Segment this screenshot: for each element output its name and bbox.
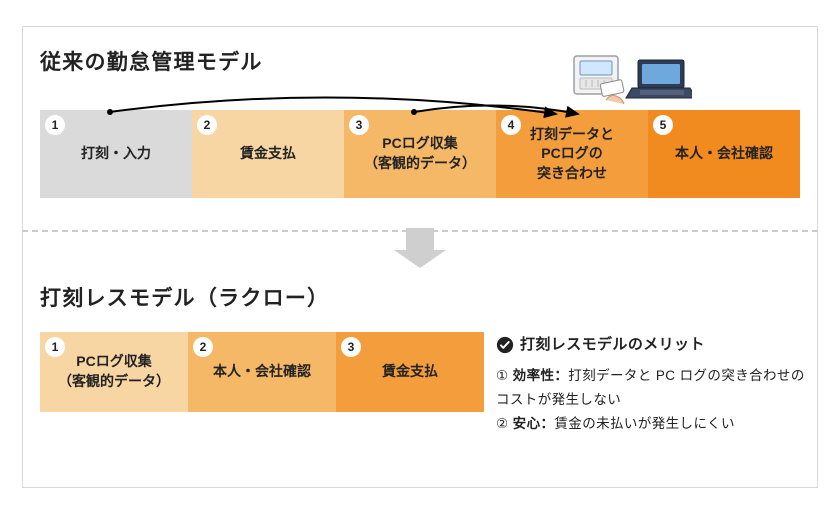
merit-num: ②	[496, 416, 513, 431]
step-number-badge: 3	[349, 115, 369, 135]
merit-item: ① 効率性：打刻データと PC ログの突き合わせのコストが発生しない	[496, 364, 818, 411]
step-label: PCログ収集 （客観的データ）	[58, 352, 170, 391]
merits-list: ① 効率性：打刻データと PC ログの突き合わせのコストが発生しない② 安心：賃…	[496, 364, 818, 435]
section2-title: 打刻レスモデル（ラクロー）	[40, 282, 329, 312]
row1-step-1: 打刻・入力 1	[40, 110, 192, 198]
step-number-badge: 2	[197, 115, 217, 135]
row2-step-3: 賃金支払 3	[336, 332, 484, 412]
step-number-badge: 2	[193, 337, 213, 357]
merit-body: 賃金の未払いが発生しにくい	[554, 416, 735, 431]
merits-title-row: 打刻レスモデルのメリット	[496, 332, 818, 358]
step-label: 賃金支払	[240, 144, 296, 164]
step-label: PCログ収集 （客観的データ）	[364, 134, 476, 173]
row1-step-5: 本人・会社確認5	[648, 110, 800, 198]
row2-step-1: PCログ収集 （客観的データ）1	[40, 332, 188, 412]
step-label: 打刻データと PCログの 突き合わせ	[530, 125, 614, 184]
step-number-badge: 3	[341, 337, 361, 357]
section1-flow: 打刻・入力1賃金支払2PCログ収集 （客観的データ）3打刻データと PCログの …	[40, 110, 800, 198]
merit-head: 効率性：	[513, 368, 569, 383]
step-label: 打刻・入力	[81, 144, 151, 164]
row1-step-4: 打刻データと PCログの 突き合わせ 4	[496, 110, 648, 198]
step-number-badge: 1	[45, 115, 65, 135]
check-icon	[496, 336, 514, 354]
step-number-badge: 4	[501, 115, 521, 135]
merit-item: ② 安心：賃金の未払いが発生しにくい	[496, 412, 818, 436]
section2-flow: PCログ収集 （客観的データ）1本人・会社確認2賃金支払3	[40, 332, 484, 412]
step-label: 賃金支払	[382, 362, 438, 382]
step-label: 本人・会社確認	[213, 362, 311, 382]
row1-step-3: PCログ収集 （客観的データ）3	[344, 110, 496, 198]
section1-title: 従来の勤怠管理モデル	[40, 46, 263, 76]
row2-step-2: 本人・会社確認2	[188, 332, 336, 412]
step-label: 本人・会社確認	[675, 144, 773, 164]
row1-step-2: 賃金支払 2	[192, 110, 344, 198]
merits-block: 打刻レスモデルのメリット ① 効率性：打刻データと PC ログの突き合わせのコス…	[496, 332, 818, 435]
step-number-badge: 5	[653, 115, 673, 135]
merit-head: 安心：	[513, 416, 555, 431]
merits-title: 打刻レスモデルのメリット	[520, 332, 705, 358]
step-number-badge: 1	[45, 337, 65, 357]
merit-num: ①	[496, 368, 513, 383]
devices-illustration	[572, 54, 692, 106]
